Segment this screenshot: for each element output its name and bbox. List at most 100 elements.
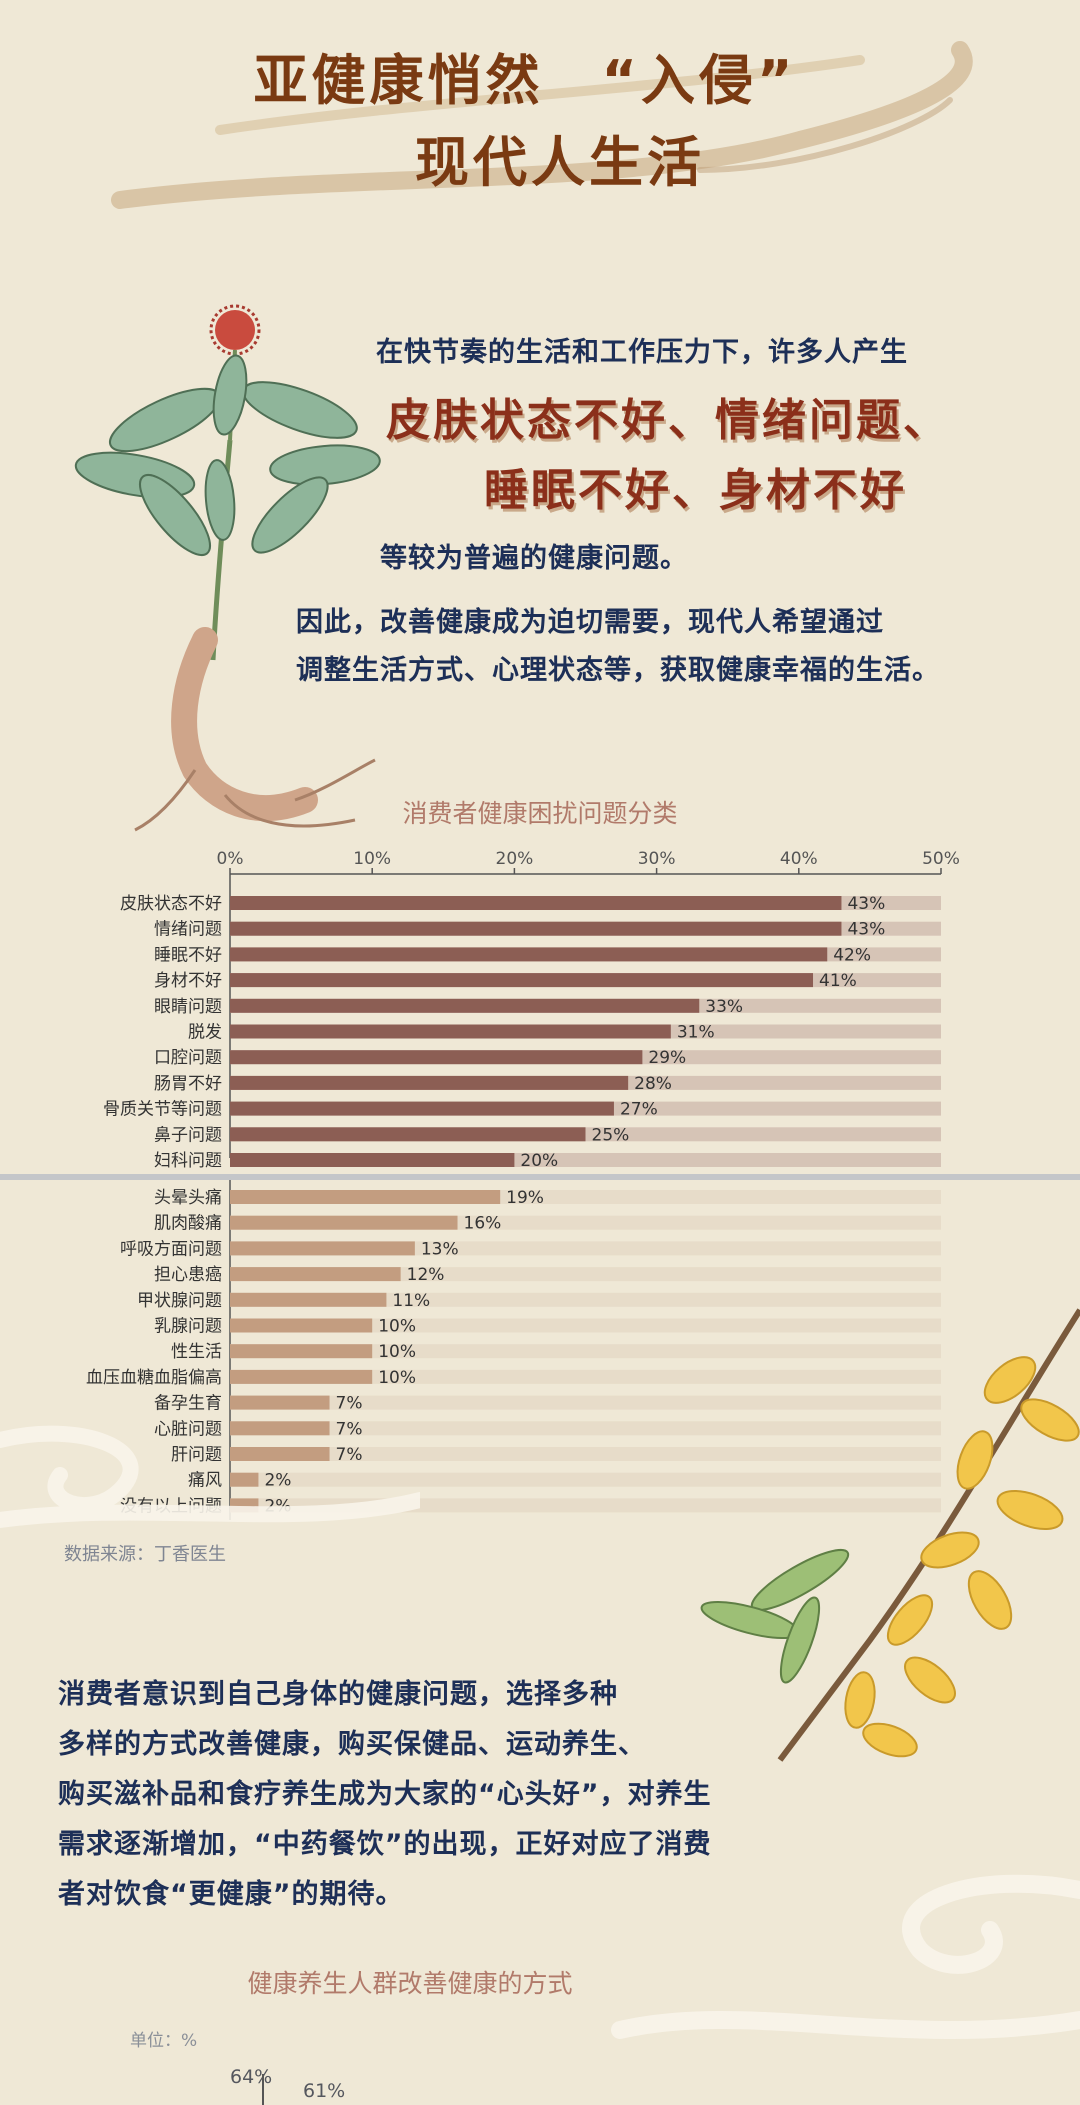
outro-paragraph: 消费者意识到自己身体的健康问题，选择多种 多样的方式改善健康，购买保健品、运动养…: [58, 1670, 878, 1920]
bar: [230, 1215, 458, 1230]
bar-track: [230, 1369, 941, 1384]
category-label: 肠胃不好: [154, 1074, 222, 1094]
bar: [230, 1153, 515, 1167]
bar: [230, 1344, 373, 1359]
chart2-value-label: 61%: [303, 2080, 346, 2102]
data-label: 27%: [620, 1100, 658, 1120]
category-label: 皮肤状态不好: [120, 894, 222, 914]
data-label: 33%: [705, 997, 743, 1017]
category-label: 鼻子问题: [154, 1125, 222, 1145]
data-label: 19%: [506, 1188, 544, 1208]
category-label: 脱发: [188, 1023, 222, 1043]
category-label: 骨质关节等问题: [103, 1100, 222, 1120]
bar-track: [230, 1498, 941, 1513]
outro-line-4: 需求逐渐增加，“中药餐饮”的出现，正好对应了消费: [58, 1829, 712, 1860]
intro-highlight-2: 睡眠不好、身材不好: [484, 465, 907, 516]
data-label: 10%: [378, 1317, 416, 1337]
bar: [230, 1498, 259, 1513]
title-line-1: 亚健康悄然 “入侵”: [253, 49, 797, 112]
bar: [230, 1292, 387, 1307]
category-label: 睡眠不好: [154, 945, 222, 965]
data-label: 42%: [833, 945, 871, 965]
category-label: 肌肉酸痛: [154, 1214, 222, 1234]
category-label: 妇科问题: [154, 1151, 222, 1171]
bar: [230, 973, 814, 988]
bar: [230, 1024, 671, 1039]
bar: [230, 1395, 330, 1410]
x-tick-label: 20%: [496, 849, 534, 869]
intro-highlight-1: 皮肤状态不好、情绪问题、: [386, 395, 950, 446]
category-label: 头晕头痛: [154, 1188, 222, 1208]
data-label: 10%: [378, 1342, 416, 1362]
data-label: 25%: [592, 1125, 630, 1145]
category-label: 呼吸方面问题: [120, 1239, 222, 1259]
x-tick-label: 40%: [780, 849, 818, 869]
intro-para2-line-1: 因此，改善健康成为迫切需要，现代人希望通过: [296, 607, 884, 638]
x-tick-label: 50%: [922, 849, 960, 869]
category-label: 备孕生育: [154, 1394, 222, 1414]
chart2-value-label: 64%: [230, 2066, 273, 2088]
category-label: 没有以上问题: [120, 1496, 222, 1516]
bar: [230, 1190, 501, 1204]
category-label: 性生活: [171, 1342, 222, 1362]
chart2-title: 健康养生人群改善健康的方式: [247, 1969, 573, 1998]
category-label: 痛风: [188, 1471, 222, 1491]
section-divider: [0, 1174, 1080, 1180]
data-label: 2%: [264, 1496, 291, 1516]
data-label: 2%: [264, 1471, 291, 1491]
bar: [230, 1369, 373, 1384]
data-label: 7%: [336, 1419, 363, 1439]
chart2-unit-label: 单位：%: [130, 2031, 198, 2051]
bar: [230, 1421, 330, 1436]
intro-para2-line-2: 调整生活方式、心理状态等，获取健康幸福的生活。: [296, 655, 940, 686]
bar-track: [230, 1267, 941, 1282]
data-label: 12%: [407, 1265, 445, 1285]
x-tick-label: 10%: [353, 849, 391, 869]
bar: [230, 1101, 614, 1116]
bar-track: [230, 1318, 941, 1333]
category-label: 肝问题: [171, 1445, 222, 1465]
category-label: 担心患癌: [154, 1265, 222, 1285]
bar-track: [230, 1395, 941, 1410]
data-label: 31%: [677, 1023, 715, 1043]
category-label: 眼睛问题: [154, 997, 222, 1017]
category-label: 甲状腺问题: [137, 1291, 222, 1311]
bar: [230, 896, 842, 910]
intro-line-2: 等较为普遍的健康问题。: [380, 543, 688, 574]
data-label: 43%: [847, 894, 885, 914]
data-label: 10%: [378, 1368, 416, 1388]
data-label: 29%: [648, 1048, 686, 1068]
bar-track: [230, 1344, 941, 1359]
intro-line-1: 在快节奏的生活和工作压力下，许多人产生: [376, 337, 908, 368]
outro-line-5: 者对饮食“更健康”的期待。: [58, 1879, 404, 1910]
bar: [230, 998, 700, 1013]
data-label: 11%: [392, 1291, 430, 1311]
data-label: 28%: [634, 1074, 672, 1094]
category-label: 情绪问题: [154, 920, 222, 940]
bar: [230, 1127, 586, 1142]
x-tick-label: 30%: [638, 849, 676, 869]
data-label: 41%: [819, 971, 857, 991]
bar: [230, 1241, 415, 1256]
x-tick-label: 0%: [217, 849, 244, 869]
category-label: 口腔问题: [154, 1048, 222, 1068]
data-label: 13%: [421, 1239, 459, 1259]
bar: [230, 1267, 401, 1282]
category-label: 血压血糖血脂偏高: [86, 1368, 222, 1388]
category-label: 乳腺问题: [154, 1317, 222, 1337]
bar: [230, 1075, 629, 1090]
data-label: 43%: [847, 920, 885, 940]
bar: [230, 1447, 330, 1461]
title-line-2: 现代人生活: [415, 131, 705, 194]
data-label: 16%: [464, 1214, 502, 1234]
outro-line-2: 多样的方式改善健康，购买保健品、运动养生、: [58, 1729, 646, 1760]
chart2-axis: [262, 2074, 264, 2105]
data-label: 20%: [520, 1151, 558, 1171]
category-label: 身材不好: [154, 971, 222, 991]
bar-track: [230, 1292, 941, 1307]
bar: [230, 1318, 373, 1333]
data-label: 7%: [336, 1445, 363, 1465]
outro-line-3: 购买滋补品和食疗养生成为大家的“心头好”，对养生: [58, 1779, 712, 1810]
bar: [230, 1050, 643, 1065]
page-title: 亚健康悄然 “入侵” 现代人生活: [0, 40, 1080, 204]
